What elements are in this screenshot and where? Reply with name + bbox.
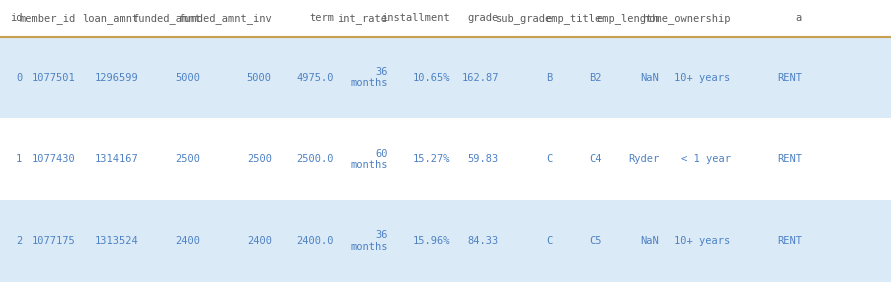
Text: member_id: member_id <box>20 13 76 24</box>
Text: < 1 year: < 1 year <box>681 154 731 164</box>
Text: 162.87: 162.87 <box>462 72 499 83</box>
Text: 36
months: 36 months <box>350 230 388 252</box>
Text: 1313524: 1313524 <box>94 236 138 246</box>
Text: 2400.0: 2400.0 <box>297 236 334 246</box>
Text: 0: 0 <box>16 72 22 83</box>
Text: C: C <box>546 154 552 164</box>
Text: 10+ years: 10+ years <box>674 236 731 246</box>
Text: home_ownership: home_ownership <box>643 13 731 24</box>
Text: NaN: NaN <box>641 72 659 83</box>
Text: 60
months: 60 months <box>350 149 388 170</box>
Text: 15.96%: 15.96% <box>413 236 450 246</box>
Text: C5: C5 <box>589 236 601 246</box>
Text: 2400: 2400 <box>176 236 200 246</box>
Text: 5000: 5000 <box>247 72 272 83</box>
Text: 1296599: 1296599 <box>94 72 138 83</box>
Text: 2500.0: 2500.0 <box>297 154 334 164</box>
Text: 84.33: 84.33 <box>468 236 499 246</box>
Text: 5000: 5000 <box>176 72 200 83</box>
Text: 2: 2 <box>16 236 22 246</box>
Text: 1077501: 1077501 <box>32 72 76 83</box>
Text: RENT: RENT <box>777 72 802 83</box>
Text: funded_amnt: funded_amnt <box>132 13 200 24</box>
Text: a: a <box>796 13 802 23</box>
Text: 10.65%: 10.65% <box>413 72 450 83</box>
Text: 2400: 2400 <box>247 236 272 246</box>
Text: 10+ years: 10+ years <box>674 72 731 83</box>
Text: loan_amnt: loan_amnt <box>82 13 138 24</box>
Text: RENT: RENT <box>777 154 802 164</box>
Text: 15.27%: 15.27% <box>413 154 450 164</box>
Text: 36
months: 36 months <box>350 67 388 88</box>
Text: funded_amnt_inv: funded_amnt_inv <box>178 13 272 24</box>
Text: sub_grade: sub_grade <box>496 13 552 24</box>
Text: 1314167: 1314167 <box>94 154 138 164</box>
Text: 1: 1 <box>16 154 22 164</box>
Text: int_rate: int_rate <box>338 13 388 24</box>
Text: installment: installment <box>381 13 450 23</box>
Text: B: B <box>546 72 552 83</box>
Text: 59.83: 59.83 <box>468 154 499 164</box>
Text: C4: C4 <box>589 154 601 164</box>
Text: 2500: 2500 <box>247 154 272 164</box>
Text: id: id <box>10 13 22 23</box>
Text: B2: B2 <box>589 72 601 83</box>
Bar <box>0 118 891 200</box>
Text: Ryder: Ryder <box>628 154 659 164</box>
Text: 2500: 2500 <box>176 154 200 164</box>
Text: term: term <box>309 13 334 23</box>
Text: RENT: RENT <box>777 236 802 246</box>
Text: C: C <box>546 236 552 246</box>
Text: NaN: NaN <box>641 236 659 246</box>
Text: emp_length: emp_length <box>597 13 659 24</box>
Bar <box>0 200 891 282</box>
Text: 1077430: 1077430 <box>32 154 76 164</box>
Text: 4975.0: 4975.0 <box>297 72 334 83</box>
Text: grade: grade <box>468 13 499 23</box>
Bar <box>0 37 891 118</box>
Text: 1077175: 1077175 <box>32 236 76 246</box>
Text: emp_title: emp_title <box>545 13 601 24</box>
